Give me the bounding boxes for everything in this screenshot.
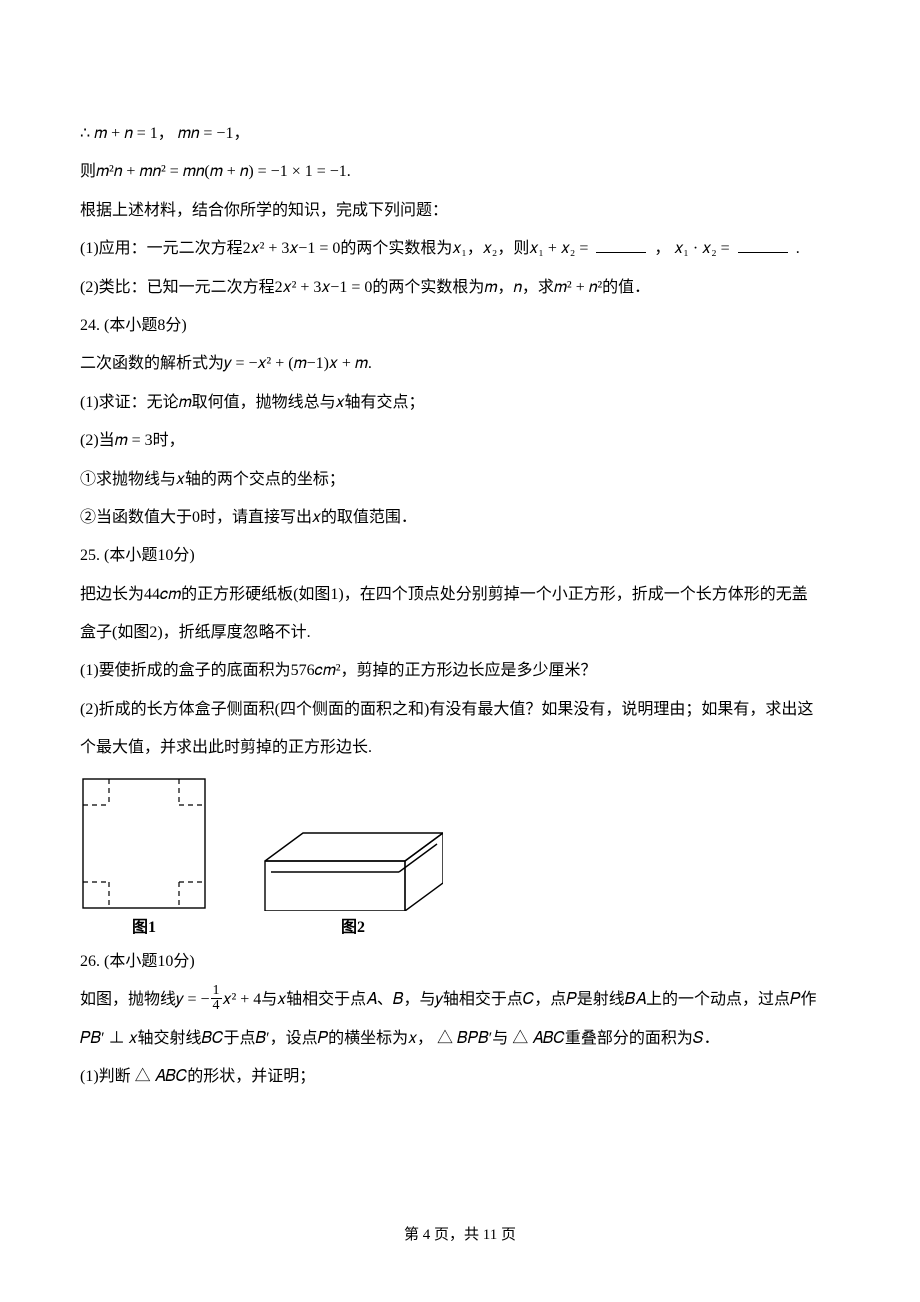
text-segment: . bbox=[796, 240, 800, 257]
text-line: (1)求证：无论𝑚取何值，抛物线总与𝑥轴有交点； bbox=[80, 384, 840, 422]
question-heading: 24. (本小题8分) bbox=[80, 307, 840, 345]
text-line-fill-blank: (1)应用：一元二次方程2𝑥² + 3𝑥−1 = 0的两个实数根为𝑥₁，𝑥₂，则… bbox=[80, 230, 840, 268]
text-line: 个最大值，并求出此时剪掉的正方形边长. bbox=[80, 729, 840, 767]
text-line: (1)判断 △ 𝐴𝐵𝐶的形状，并证明； bbox=[80, 1058, 840, 1096]
figures-row: 图1 图2 bbox=[80, 776, 840, 939]
text-line: ②当函数值大于0时，请直接写出𝑥的取值范围． bbox=[80, 499, 840, 537]
text-line: 根据上述材料，结合你所学的知识，完成下列问题： bbox=[80, 192, 840, 230]
figure-2-wrap: 图2 bbox=[263, 825, 443, 939]
text-line: (2)类比：已知一元二次方程2𝑥² + 3𝑥−1 = 0的两个实数根为𝑚，𝑛，求… bbox=[80, 269, 840, 307]
text-line: 盒子(如图2)，折纸厚度忽略不计. bbox=[80, 614, 840, 652]
text-line: (2)当𝑚 = 3时， bbox=[80, 422, 840, 460]
figure-1-diagram bbox=[80, 776, 208, 911]
figure-2-label: 图2 bbox=[341, 917, 365, 939]
text-line: (1)要使折成的盒子的底面积为576𝑐𝑚²，剪掉的正方形边长应是多少厘米？ bbox=[80, 652, 840, 690]
text-line: 则𝑚²𝑛 + 𝑚𝑛² = 𝑚𝑛(𝑚 + 𝑛) = −1 × 1 = −1. bbox=[80, 153, 840, 191]
fill-blank[interactable] bbox=[738, 237, 788, 253]
question-heading: 26. (本小题10分) bbox=[80, 943, 840, 981]
fraction-numerator: 1 bbox=[211, 984, 222, 999]
text-segment: (1)应用：一元二次方程2𝑥² + 3𝑥−1 = 0的两个实数根为𝑥₁，𝑥₂，则… bbox=[80, 240, 588, 257]
fill-blank[interactable] bbox=[596, 237, 646, 253]
text-line: 二次函数的解析式为𝑦 = −𝑥² + (𝑚−1)𝑥 + 𝑚. bbox=[80, 345, 840, 383]
text-segment: 如图，抛物线𝑦 = − bbox=[80, 991, 210, 1008]
text-line-with-fraction: 如图，抛物线𝑦 = −14𝑥² + 4与𝑥轴相交于点𝐴、𝐵，与𝑦轴相交于点𝐶，点… bbox=[80, 981, 840, 1019]
text-line: (2)折成的长方体盒子侧面积(四个侧面的面积之和)有没有最大值？如果没有，说明理… bbox=[80, 691, 840, 729]
fraction: 14 bbox=[211, 984, 222, 1013]
figure-1-wrap: 图1 bbox=[80, 776, 208, 939]
figure-1-label: 图1 bbox=[132, 917, 156, 939]
text-segment: 𝑥² + 4与𝑥轴相交于点𝐴、𝐵，与𝑦轴相交于点𝐶，点𝑃是射线𝐵𝐴上的一个动点，… bbox=[223, 991, 817, 1008]
page-body: ∴ 𝑚 + 𝑛 = 1， 𝑚𝑛 = −1， 则𝑚²𝑛 + 𝑚𝑛² = 𝑚𝑛(𝑚 … bbox=[0, 0, 920, 1097]
text-line: 把边长为44𝑐𝑚的正方形硬纸板(如图1)，在四个顶点处分别剪掉一个小正方形，折成… bbox=[80, 576, 840, 614]
text-line: ∴ 𝑚 + 𝑛 = 1， 𝑚𝑛 = −1， bbox=[80, 115, 840, 153]
page-footer: 第 4 页，共 11 页 bbox=[0, 1223, 920, 1244]
text-line: ①求抛物线与𝑥轴的两个交点的坐标； bbox=[80, 461, 840, 499]
figure-2-diagram bbox=[263, 825, 443, 911]
question-heading: 25. (本小题10分) bbox=[80, 537, 840, 575]
text-line: 𝑃𝐵′ ⊥ 𝑥轴交射线𝐵𝐶于点𝐵′，设点𝑃的横坐标为𝑥， △ 𝐵𝑃𝐵′与 △ 𝐴… bbox=[80, 1020, 840, 1058]
fraction-denominator: 4 bbox=[211, 999, 222, 1013]
text-segment: ， 𝑥₁ · 𝑥₂ = bbox=[654, 240, 729, 257]
